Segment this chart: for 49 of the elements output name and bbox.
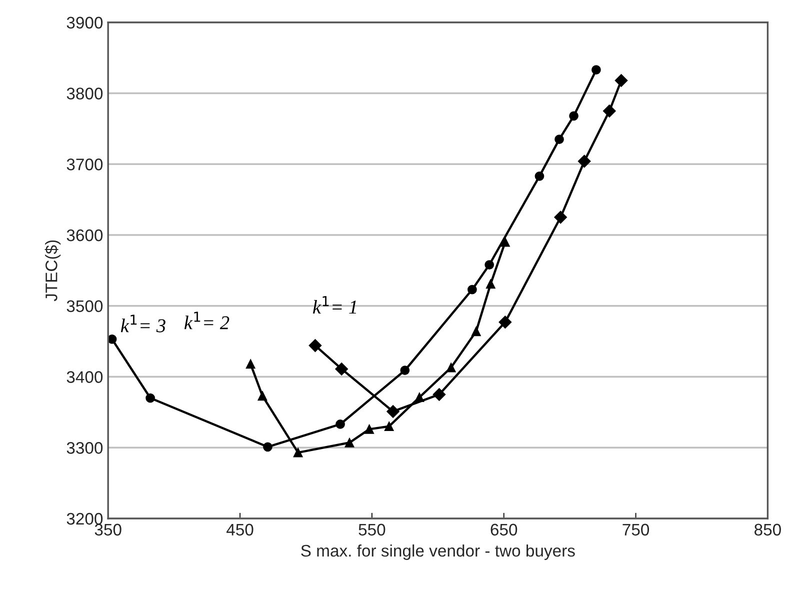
point — [293, 448, 303, 458]
point — [471, 326, 481, 336]
x-tick-label: 850 — [754, 524, 781, 536]
point — [602, 104, 616, 118]
point — [263, 442, 272, 452]
point — [400, 366, 410, 376]
y-tick-label: 3800 — [66, 88, 103, 100]
point — [384, 422, 394, 432]
y-axis-title: JTEC($) — [44, 240, 61, 302]
x-axis-title: S max. for single vendor - two buyers — [301, 544, 575, 560]
point — [578, 154, 591, 168]
y-tick-label: 3200 — [66, 512, 103, 525]
x-tick-label: 350 — [94, 524, 122, 536]
series-label: k$^{1}$= 2 — [184, 312, 230, 330]
x-tick-label: 650 — [490, 524, 518, 536]
y-tick-label: 3700 — [66, 158, 103, 170]
point — [108, 334, 117, 344]
point — [554, 210, 567, 224]
x-tick-label: 750 — [622, 524, 650, 536]
y-tick-label: 3300 — [66, 442, 103, 454]
series-label: k$^{1}$= 3 — [120, 314, 166, 332]
point — [335, 362, 348, 376]
point — [500, 237, 510, 247]
point — [364, 424, 374, 434]
point — [534, 171, 544, 181]
point — [344, 438, 354, 448]
point — [592, 65, 601, 75]
y-tick-label: 3500 — [66, 300, 103, 312]
point — [146, 393, 155, 403]
point — [386, 405, 400, 418]
y-tick-label: 3600 — [66, 229, 103, 242]
point — [486, 279, 496, 289]
point — [308, 339, 322, 352]
point — [468, 284, 477, 294]
x-tick-label: 550 — [358, 524, 386, 536]
point — [258, 391, 268, 401]
point — [569, 111, 578, 121]
point — [498, 316, 512, 329]
point — [554, 134, 564, 144]
series-label: k$^{1}$= 1 — [312, 296, 356, 314]
point — [246, 359, 256, 369]
point — [484, 260, 494, 270]
y-tick-label: 3400 — [66, 371, 103, 383]
point — [432, 388, 446, 401]
x-tick-label: 450 — [226, 524, 254, 536]
point — [614, 74, 628, 87]
y-tick-label: 3900 — [66, 16, 103, 29]
point — [446, 362, 456, 372]
point — [336, 420, 345, 429]
